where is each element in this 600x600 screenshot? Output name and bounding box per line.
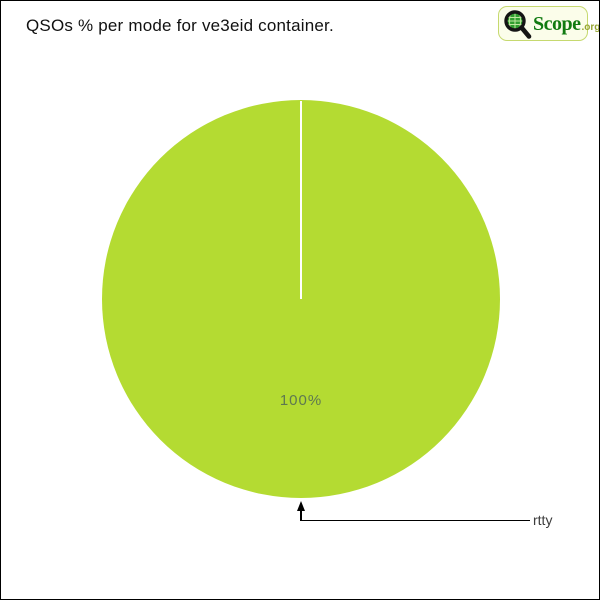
magnifier-globe-icon	[504, 10, 532, 39]
logo-tld: .org	[581, 22, 600, 33]
callout-vertical-line	[300, 510, 302, 521]
pie-percent-label: 100%	[279, 392, 323, 409]
pie-slice-divider	[300, 101, 302, 299]
callout-arrowhead-icon	[296, 501, 305, 511]
logo-name: Scope	[533, 12, 581, 35]
qscope-logo: Scope .org	[498, 6, 599, 41]
callout-horizontal-line	[301, 519, 530, 521]
callout-label-rtty: rtty	[533, 512, 553, 528]
chart-title: QSOs % per mode for ve3eid container.	[26, 16, 334, 35]
